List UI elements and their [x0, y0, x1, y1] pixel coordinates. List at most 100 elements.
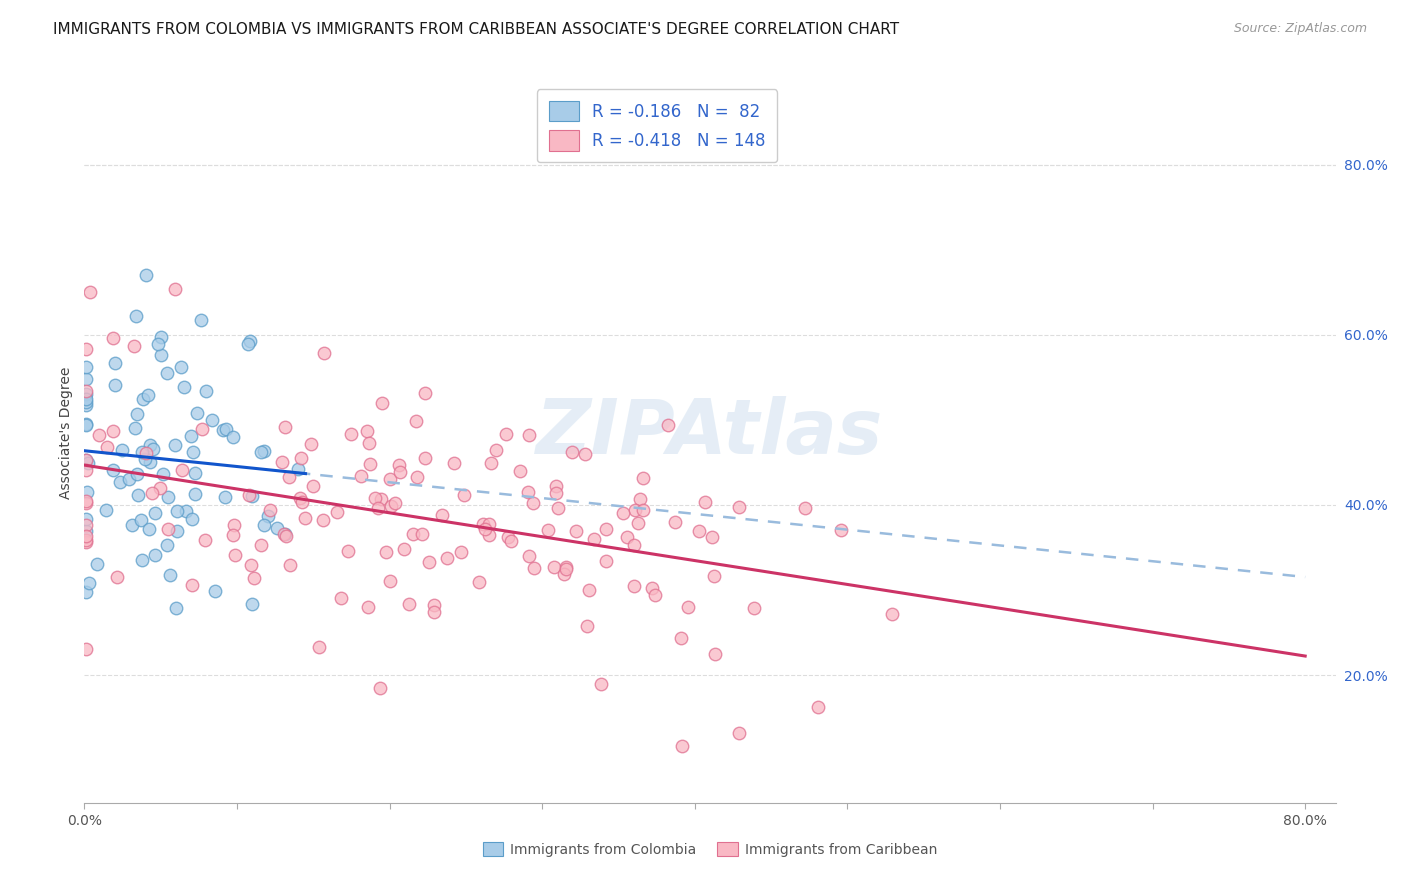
Point	[311, 512, 333, 526]
Point	[364, 491, 387, 505]
Text: ZIPAtlas: ZIPAtlas	[536, 396, 884, 469]
Point	[413, 450, 436, 465]
Point	[578, 582, 600, 597]
Point	[517, 485, 540, 500]
Point	[671, 739, 693, 754]
Point	[243, 571, 266, 585]
Point	[423, 605, 446, 619]
Point	[163, 282, 186, 296]
Point	[135, 445, 157, 459]
Text: IMMIGRANTS FROM COLOMBIA VS IMMIGRANTS FROM CARIBBEAN ASSOCIATE'S DEGREE CORRELA: IMMIGRANTS FROM COLOMBIA VS IMMIGRANTS F…	[53, 22, 900, 37]
Point	[418, 555, 440, 569]
Point	[136, 387, 159, 401]
Point	[125, 407, 148, 421]
Point	[238, 488, 260, 502]
Point	[595, 554, 617, 568]
Point	[183, 444, 205, 458]
Point	[249, 538, 271, 552]
Point	[484, 442, 506, 457]
Point	[669, 632, 692, 646]
Point	[121, 517, 143, 532]
Point	[184, 466, 207, 480]
Point	[166, 504, 188, 518]
Point	[259, 503, 281, 517]
Point	[135, 268, 157, 282]
Point	[565, 524, 588, 538]
Point	[612, 506, 634, 520]
Point	[238, 336, 260, 351]
Point	[224, 548, 246, 562]
Point	[693, 495, 716, 509]
Point	[288, 491, 311, 505]
Point	[367, 500, 389, 515]
Point	[77, 575, 100, 590]
Point	[357, 600, 380, 615]
Point	[242, 598, 264, 612]
Point	[631, 471, 654, 485]
Point	[75, 496, 97, 510]
Point	[554, 560, 576, 574]
Point	[704, 647, 727, 661]
Point	[378, 574, 401, 589]
Point	[224, 517, 246, 532]
Point	[253, 517, 276, 532]
Point	[201, 413, 224, 427]
Point	[688, 524, 710, 538]
Point	[479, 456, 502, 470]
Point	[75, 534, 97, 549]
Point	[299, 437, 322, 451]
Point	[159, 568, 181, 582]
Point	[432, 508, 454, 523]
Point	[555, 562, 578, 576]
Point	[644, 588, 666, 602]
Point	[75, 343, 97, 357]
Point	[257, 508, 280, 523]
Point	[75, 584, 97, 599]
Point	[76, 484, 98, 499]
Text: Source: ZipAtlas.com: Source: ZipAtlas.com	[1233, 22, 1367, 36]
Point	[170, 360, 193, 375]
Point	[117, 472, 139, 486]
Point	[86, 558, 108, 572]
Point	[75, 371, 97, 385]
Point	[96, 440, 118, 454]
Point	[547, 501, 569, 516]
Point	[138, 522, 160, 536]
Point	[633, 503, 655, 517]
Point	[149, 329, 172, 343]
Point	[125, 309, 148, 323]
Point	[173, 380, 195, 394]
Point	[111, 442, 134, 457]
Point	[165, 438, 187, 452]
Point	[75, 453, 97, 467]
Point	[211, 423, 233, 437]
Point	[215, 422, 238, 436]
Point	[75, 417, 97, 431]
Point	[194, 384, 217, 399]
Point	[664, 516, 686, 530]
Point	[253, 443, 276, 458]
Point	[274, 529, 297, 543]
Point	[336, 544, 359, 558]
Point	[402, 527, 425, 541]
Point	[561, 445, 583, 459]
Point	[340, 427, 363, 442]
Point	[728, 500, 751, 514]
Point	[574, 447, 596, 461]
Point	[143, 549, 166, 563]
Point	[411, 526, 433, 541]
Point	[79, 285, 101, 300]
Point	[583, 533, 606, 547]
Point	[180, 512, 202, 526]
Point	[388, 465, 411, 479]
Point	[576, 619, 599, 633]
Point	[356, 425, 378, 439]
Point	[676, 599, 699, 614]
Point	[122, 339, 145, 353]
Point	[326, 505, 349, 519]
Point	[204, 583, 226, 598]
Point	[75, 518, 97, 533]
Point	[141, 485, 163, 500]
Point	[413, 386, 436, 401]
Point	[595, 522, 617, 536]
